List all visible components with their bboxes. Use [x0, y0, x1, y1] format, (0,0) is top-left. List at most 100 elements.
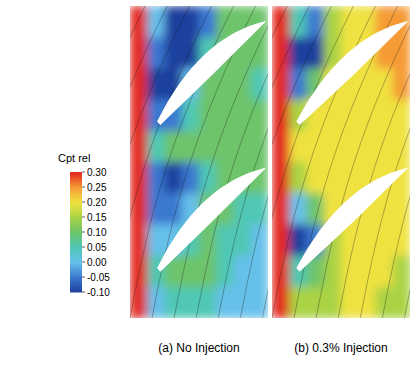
cell	[289, 162, 307, 194]
cell	[324, 162, 342, 194]
cell	[234, 100, 252, 132]
cell	[199, 100, 217, 132]
colorbar-tick	[82, 277, 85, 278]
cell	[376, 131, 394, 163]
streamline	[404, 6, 410, 318]
colorbar-tick	[82, 247, 85, 248]
cell	[272, 162, 290, 194]
cell	[199, 6, 217, 38]
colorbar	[70, 172, 82, 293]
cell	[289, 287, 307, 318]
colorbar-tick	[82, 292, 85, 293]
cell	[234, 131, 252, 163]
blade	[158, 168, 266, 271]
cell	[147, 224, 165, 256]
cell	[376, 224, 394, 256]
colorbar-tick	[82, 172, 85, 173]
cell	[130, 256, 148, 288]
cell	[324, 6, 342, 38]
cell	[182, 256, 200, 288]
panel	[272, 6, 410, 318]
streamline	[272, 6, 353, 318]
cell	[393, 256, 410, 288]
streamline	[130, 6, 211, 318]
cell	[393, 68, 410, 100]
cell	[393, 193, 410, 225]
blade	[158, 22, 266, 125]
cell	[358, 224, 376, 256]
panel	[130, 6, 268, 318]
cell	[251, 68, 268, 100]
colorbar-tick	[82, 262, 85, 263]
cell	[376, 256, 394, 288]
cell	[307, 162, 325, 194]
cell	[289, 68, 307, 100]
cell	[358, 68, 376, 100]
cell	[251, 100, 268, 132]
cell	[272, 131, 290, 163]
cell	[216, 224, 234, 256]
colorbar-tick	[82, 202, 85, 203]
cell	[130, 193, 148, 225]
cell	[272, 287, 290, 318]
colorbar-tick	[82, 187, 85, 188]
cell	[234, 68, 252, 100]
colorbar-label: 0.05	[87, 242, 107, 253]
cell	[130, 224, 148, 256]
streamline	[130, 6, 145, 318]
cell	[130, 287, 148, 318]
colorbar-tick	[82, 232, 85, 233]
streamline	[262, 6, 268, 318]
cell	[130, 6, 148, 38]
cell	[289, 193, 307, 225]
cell	[216, 100, 234, 132]
cell	[216, 131, 234, 163]
figure: Cpt rel0.300.250.200.150.100.050.00-0.05…	[0, 0, 417, 371]
cell	[272, 6, 290, 38]
cell	[272, 193, 290, 225]
colorbar-tick	[82, 217, 85, 218]
streamline	[130, 6, 189, 318]
cell	[147, 68, 165, 100]
cell	[130, 68, 148, 100]
streamline	[294, 6, 398, 318]
cell	[147, 193, 165, 225]
cell	[147, 131, 165, 163]
cell	[251, 193, 268, 225]
cell	[341, 162, 359, 194]
colorbar-label: -0.10	[87, 287, 110, 298]
cell	[289, 131, 307, 163]
cell	[147, 162, 165, 194]
cell	[272, 68, 290, 100]
cell	[289, 224, 307, 256]
streamline	[152, 6, 256, 318]
cell	[324, 100, 342, 132]
cell	[216, 68, 234, 100]
cell	[376, 68, 394, 100]
streamline	[272, 6, 287, 318]
cell	[376, 100, 394, 132]
colorbar-label: 0.00	[87, 257, 107, 268]
streamline	[382, 6, 410, 318]
cell	[234, 224, 252, 256]
blade	[297, 168, 407, 271]
cell	[147, 6, 165, 38]
cell	[182, 162, 200, 194]
cell	[130, 131, 148, 163]
streamlines	[272, 6, 410, 318]
cell	[234, 287, 252, 318]
cell	[393, 37, 410, 69]
colorbar-step	[70, 172, 82, 175]
cell	[165, 6, 183, 38]
colorbar-label: 0.20	[87, 197, 107, 208]
streamline	[240, 6, 268, 318]
cell	[324, 256, 342, 288]
streamline	[272, 6, 331, 318]
cell	[182, 100, 200, 132]
cell	[199, 162, 217, 194]
cell	[376, 287, 394, 318]
colorbar-label: 0.30	[87, 167, 107, 178]
cell	[199, 131, 217, 163]
cell	[393, 100, 410, 132]
cell	[324, 131, 342, 163]
